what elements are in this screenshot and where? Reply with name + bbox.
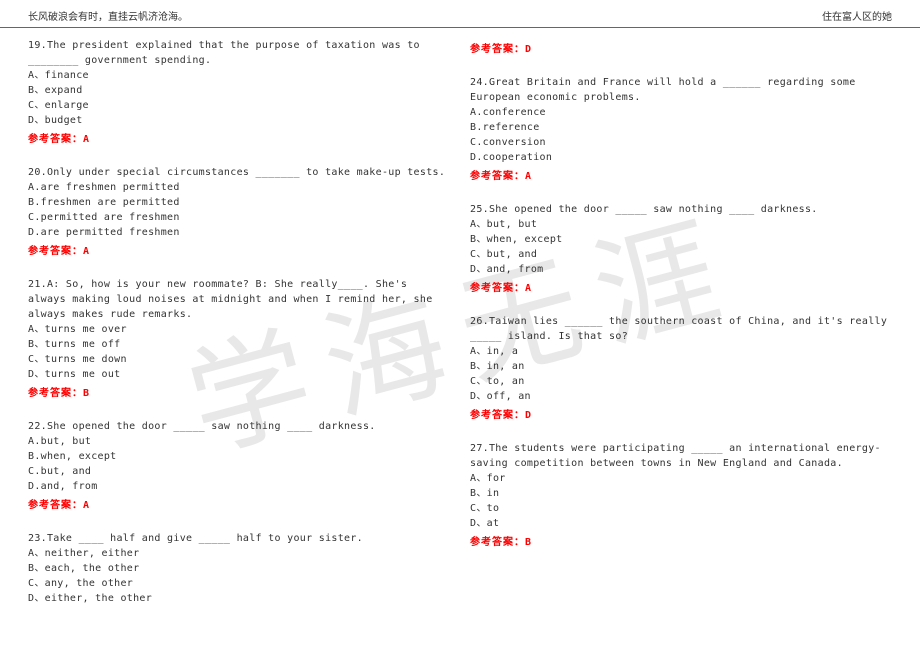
question-block: 22.She opened the door _____ saw nothing… — [28, 419, 450, 513]
question-text: 24.Great Britain and France will hold a … — [470, 75, 892, 105]
question-option: C、turns me down — [28, 352, 450, 367]
question-text: 19.The president explained that the purp… — [28, 38, 450, 68]
question-block: 26.Taiwan lies ______ the southern coast… — [470, 314, 892, 423]
question-option: A、for — [470, 471, 892, 486]
header-text-right: 住在富人区的她 — [822, 8, 892, 23]
answer-text: 参考答案：B — [28, 386, 450, 401]
question-option: D、either, the other — [28, 591, 450, 606]
question-option: B.when, except — [28, 449, 450, 464]
answer-text: 参考答案：B — [470, 535, 892, 550]
question-option: D、and, from — [470, 262, 892, 277]
question-option: A、finance — [28, 68, 450, 83]
question-option: D.cooperation — [470, 150, 892, 165]
question-option: B、in — [470, 486, 892, 501]
answer-text: 参考答案：A — [28, 132, 450, 147]
answer-text: 参考答案：A — [470, 169, 892, 184]
question-option: A.but, but — [28, 434, 450, 449]
question-block: 24.Great Britain and France will hold a … — [470, 75, 892, 184]
question-option: C、to, an — [470, 374, 892, 389]
question-block: 25.She opened the door _____ saw nothing… — [470, 202, 892, 296]
question-text: 25.She opened the door _____ saw nothing… — [470, 202, 892, 217]
question-option: B、expand — [28, 83, 450, 98]
question-option: D.and, from — [28, 479, 450, 494]
answer-text: 参考答案：D — [470, 408, 892, 423]
left-column: 19.The president explained that the purp… — [28, 38, 450, 624]
question-block: 23.Take ____ half and give _____ half to… — [28, 531, 450, 606]
question-option: C、but, and — [470, 247, 892, 262]
question-text: 20.Only under special circumstances ____… — [28, 165, 450, 180]
page-header: 长风破浪会有时，直挂云帆济沧海。 住在富人区的她 — [0, 0, 920, 28]
page-content: 19.The president explained that the purp… — [0, 28, 920, 634]
question-block: 21.A: So, how is your new roommate? B: S… — [28, 277, 450, 401]
question-option: B、turns me off — [28, 337, 450, 352]
answer-text: 参考答案：A — [28, 244, 450, 259]
question-option: D、turns me out — [28, 367, 450, 382]
question-option: C.conversion — [470, 135, 892, 150]
question-text: 27.The students were participating _____… — [470, 441, 892, 471]
right-column: 参考答案：D 24.Great Britain and France will h… — [470, 38, 892, 624]
question-block: 27.The students were participating _____… — [470, 441, 892, 550]
question-text: 22.She opened the door _____ saw nothing… — [28, 419, 450, 434]
question-option: C.but, and — [28, 464, 450, 479]
question-option: D、at — [470, 516, 892, 531]
question-option: C、to — [470, 501, 892, 516]
question-text: 21.A: So, how is your new roommate? B: S… — [28, 277, 450, 322]
question-option: C、any, the other — [28, 576, 450, 591]
answer-text: 参考答案：A — [28, 498, 450, 513]
question-option: D.are permitted freshmen — [28, 225, 450, 240]
answer-text: 参考答案：D — [470, 42, 892, 57]
question-option: B、each, the other — [28, 561, 450, 576]
answer-text: 参考答案：A — [470, 281, 892, 296]
question-option: D、budget — [28, 113, 450, 128]
question-option: A、but, but — [470, 217, 892, 232]
question-option: C.permitted are freshmen — [28, 210, 450, 225]
question-option: A.are freshmen permitted — [28, 180, 450, 195]
question-block: 19.The president explained that the purp… — [28, 38, 450, 147]
question-option: D、off, an — [470, 389, 892, 404]
question-option: A、in, a — [470, 344, 892, 359]
question-text: 23.Take ____ half and give _____ half to… — [28, 531, 450, 546]
question-block: 参考答案：D — [470, 42, 892, 57]
question-option: B、when, except — [470, 232, 892, 247]
question-option: A.conference — [470, 105, 892, 120]
header-quote-left: 长风破浪会有时，直挂云帆济沧海。 — [28, 8, 188, 23]
question-text: 26.Taiwan lies ______ the southern coast… — [470, 314, 892, 344]
question-option: B.reference — [470, 120, 892, 135]
question-option: B、in, an — [470, 359, 892, 374]
question-option: A、neither, either — [28, 546, 450, 561]
question-block: 20.Only under special circumstances ____… — [28, 165, 450, 259]
question-option: C、enlarge — [28, 98, 450, 113]
question-option: B.freshmen are permitted — [28, 195, 450, 210]
question-option: A、turns me over — [28, 322, 450, 337]
